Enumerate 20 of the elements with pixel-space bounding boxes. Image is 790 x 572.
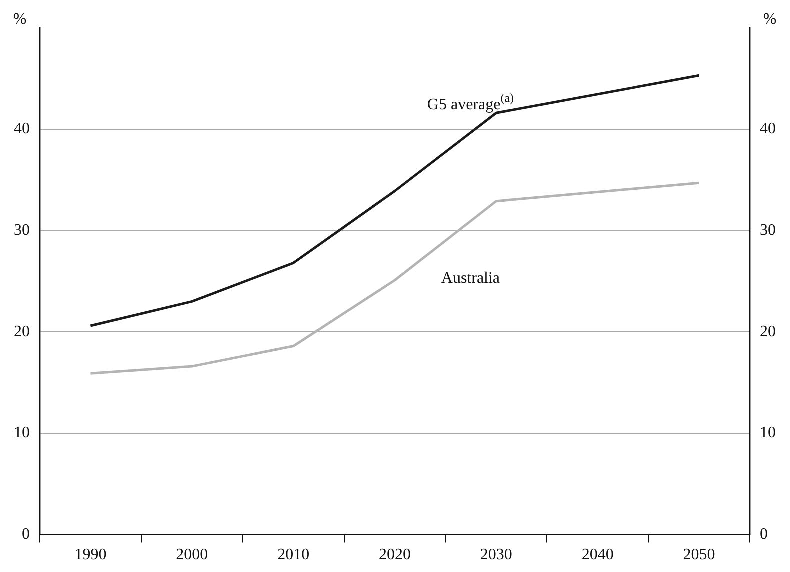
y-tick-label: 0 [22, 526, 30, 544]
y2-tick-label: 40 [760, 120, 776, 138]
x-tick-label: 2050 [683, 546, 716, 564]
y-tick-label: 40 [14, 120, 30, 138]
y2-tick-label: 20 [760, 323, 776, 340]
x-tick-label: 2010 [278, 546, 310, 564]
x-tick-label: 2000 [176, 546, 208, 564]
x-tick-label: 2020 [379, 546, 411, 564]
y2-tick-label: 10 [760, 424, 776, 442]
x-tick-label: 1990 [74, 546, 107, 564]
x-tick-label: 2040 [582, 546, 614, 564]
y-tick-label: 30 [14, 222, 30, 239]
y-tick-label: 20 [14, 323, 30, 340]
y-tick-label: 10 [14, 424, 30, 442]
y2-tick-label: 30 [760, 222, 776, 239]
y-axis-title: % [13, 11, 27, 28]
x-tick-label: 2030 [480, 546, 512, 564]
y2-tick-label: 0 [760, 526, 768, 544]
series-label: Australia [441, 270, 500, 288]
y2-axis-title: % [763, 11, 777, 28]
